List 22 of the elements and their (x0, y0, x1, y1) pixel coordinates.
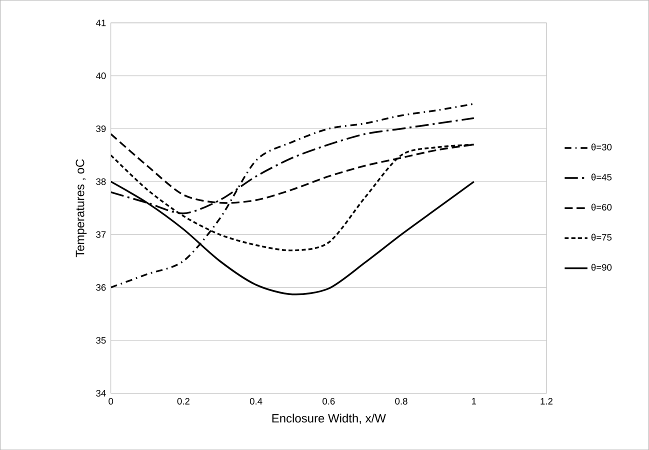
x-tick-label: 0.8 (395, 398, 408, 404)
y-tick-label: 36 (96, 284, 106, 291)
x-tick-label: 1 (472, 398, 476, 404)
y-tick-label: 37 (96, 231, 106, 238)
y-tick-label: 34 (96, 390, 106, 396)
x-tick-label: 1.2 (540, 398, 552, 404)
legend-label: θ=30 (591, 144, 612, 150)
x-tick-label: 0.4 (250, 398, 262, 404)
y-tick-label: 40 (96, 72, 106, 80)
x-tick-label: 0.6 (322, 398, 335, 404)
legend-label: θ=60 (591, 204, 612, 210)
legend-label: θ=75 (591, 234, 612, 241)
x-tick-label: 0 (108, 398, 114, 404)
x-axis-title: Enclosure Width, x/W (272, 414, 386, 424)
x-tick-label: 0.2 (177, 398, 190, 404)
y-tick-label: 41 (96, 20, 106, 26)
y-tick-label: 38 (96, 178, 106, 185)
y-tick-label: 39 (96, 125, 106, 132)
legend-label: θ=90 (591, 264, 612, 271)
legend-label: θ=45 (591, 174, 612, 180)
y-tick-label: 35 (96, 336, 106, 344)
y-axis-title: Temperatures , oC (76, 159, 87, 258)
